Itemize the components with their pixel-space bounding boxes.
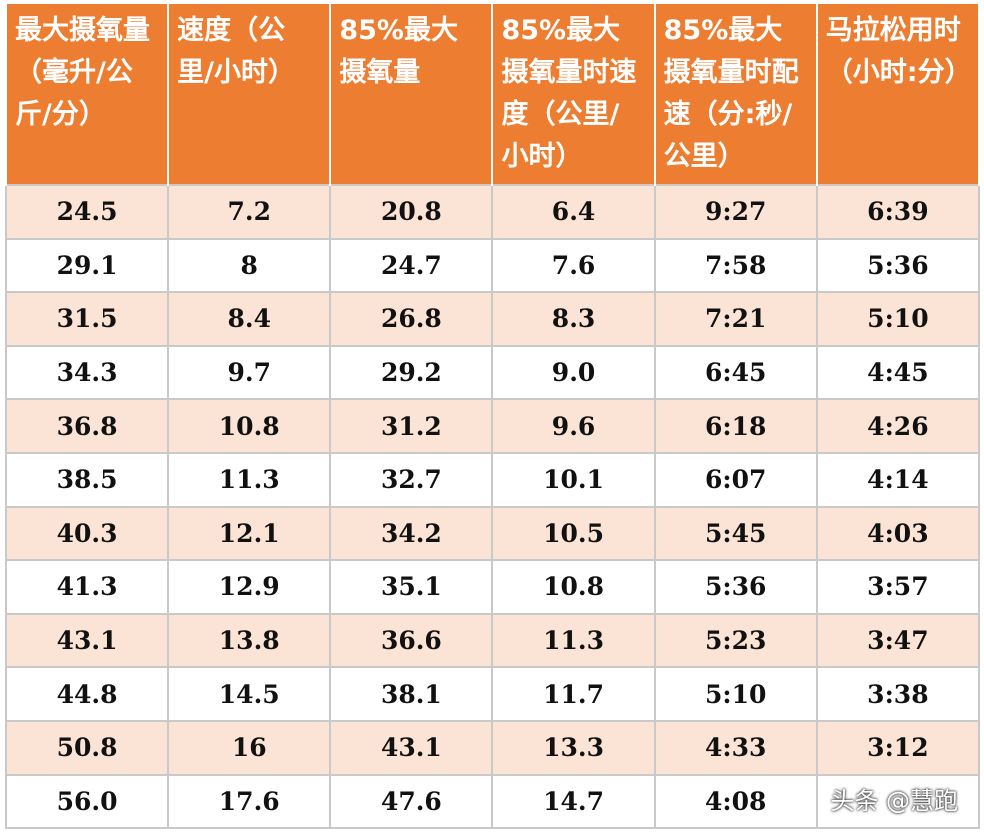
table-cell: 35.1	[329, 559, 494, 615]
table-row: 43.1 13.8 36.6 11.3 5:23 3:47	[4, 612, 981, 669]
table-cell: 7:58	[653, 237, 818, 294]
table-cell: 9.7	[167, 344, 332, 401]
table-cell: 47.6	[329, 773, 494, 830]
table-cell: 6:39	[815, 184, 981, 240]
column-header: 85%最大摄氧量	[329, 4, 494, 185]
table-cell: 10.1	[491, 451, 656, 508]
table-cell: 34.3	[4, 344, 170, 401]
table-cell: 14.7	[491, 773, 656, 830]
table-row: 29.1 8 24.7 7.6 7:58 5:36	[4, 237, 981, 294]
table-cell: 40.3	[4, 505, 170, 562]
table-cell: 43.1	[4, 612, 170, 669]
table-row: 31.5 8.4 26.8 8.3 7:21 5:10	[4, 291, 981, 347]
table-row: 44.8 14.5 38.1 11.7 5:10 3:38	[4, 666, 981, 722]
table-cell: 9:27	[653, 184, 818, 240]
table-cell: 5:36	[815, 237, 981, 294]
table-cell: 12.9	[167, 559, 332, 615]
table-row: 36.8 10.8 31.2 9.6 6:18 4:26	[4, 398, 981, 454]
table-row: 24.5 7.2 20.8 6.4 9:27 6:39	[4, 184, 981, 240]
table-cell: 12.1	[167, 505, 332, 562]
table-cell: 29.1	[4, 237, 170, 294]
data-table: 最大摄氧量（毫升/公斤/分） 速度（公里/小时） 85%最大摄氧量 85%最大摄氧量时…	[4, 4, 981, 830]
table-cell: 5:36	[653, 559, 818, 615]
table-cell: 29.2	[329, 344, 494, 401]
table-cell: 6:07	[653, 451, 818, 508]
table-cell: 4:33	[653, 719, 818, 776]
table-cell: 10.8	[167, 398, 332, 454]
table-cell: 7:21	[653, 291, 818, 347]
table-cell: 5:45	[653, 505, 818, 562]
table-cell: 3:12	[815, 719, 981, 776]
table-header: 最大摄氧量（毫升/公斤/分） 速度（公里/小时） 85%最大摄氧量 85%最大摄氧量时…	[4, 4, 981, 185]
table-cell: 31.2	[329, 398, 494, 454]
watermark: 头条 @慧跑	[830, 787, 958, 815]
table-row: 34.3 9.7 29.2 9.0 6:45 4:45	[4, 344, 981, 401]
table-row: 50.8 16 43.1 13.3 4:33 3:12	[4, 719, 981, 776]
column-header: 最大摄氧量（毫升/公斤/分）	[4, 4, 170, 185]
table-cell: 32.7	[329, 451, 494, 508]
table-row: 38.5 11.3 32.7 10.1 6:07 4:14	[4, 451, 981, 508]
table-body: 24.5 7.2 20.8 6.4 9:27 6:39 29.1 8 24.7 7.6 7:58 5:…	[4, 184, 981, 830]
table-cell: 38.5	[4, 451, 170, 508]
table-cell: 41.3	[4, 559, 170, 615]
table-cell: 6.4	[491, 184, 656, 240]
table-cell: 4:03	[815, 505, 981, 562]
table-row: 41.3 12.9 35.1 10.8 5:36 3:57	[4, 559, 981, 615]
table-cell: 38.1	[329, 666, 494, 722]
table-cell: 8.4	[167, 291, 332, 347]
column-header: 85%最大摄氧量时配速（分:秒/公里）	[653, 4, 818, 185]
table-cell: 56.0	[4, 773, 170, 830]
table-cell: 24.5	[4, 184, 170, 240]
table-cell: 7.6	[491, 237, 656, 294]
table-cell: 6:18	[653, 398, 818, 454]
table-cell: 50.8	[4, 719, 170, 776]
table-cell: 5:10	[653, 666, 818, 722]
table-cell: 8	[167, 237, 332, 294]
table-cell: 9.6	[491, 398, 656, 454]
table-cell: 44.8	[4, 666, 170, 722]
table-cell: 11.3	[491, 612, 656, 669]
table-cell: 20.8	[329, 184, 494, 240]
table-cell: 13.3	[491, 719, 656, 776]
table-cell: 43.1	[329, 719, 494, 776]
table-cell: 24.7	[329, 237, 494, 294]
table-cell: 34.2	[329, 505, 494, 562]
table-cell: 11.7	[491, 666, 656, 722]
table-cell: 3:38	[815, 666, 981, 722]
table-cell: 5:23	[653, 612, 818, 669]
column-header: 85%最大摄氧量时速度（公里/小时）	[491, 4, 656, 185]
table-cell: 4:26	[815, 398, 981, 454]
table-cell: 36.8	[4, 398, 170, 454]
table-cell: 4:45	[815, 344, 981, 401]
table-cell: 5:10	[815, 291, 981, 347]
table-cell: 31.5	[4, 291, 170, 347]
table-cell: 8.3	[491, 291, 656, 347]
table-cell: 11.3	[167, 451, 332, 508]
table-cell: 17.6	[167, 773, 332, 830]
table-cell: 6:45	[653, 344, 818, 401]
table-cell: 4:14	[815, 451, 981, 508]
table-cell: 9.0	[491, 344, 656, 401]
table-cell: 13.8	[167, 612, 332, 669]
table-cell: 10.5	[491, 505, 656, 562]
table-cell	[815, 773, 981, 830]
header-row: 最大摄氧量（毫升/公斤/分） 速度（公里/小时） 85%最大摄氧量 85%最大摄氧量时…	[4, 4, 981, 185]
table-cell: 36.6	[329, 612, 494, 669]
table-cell: 14.5	[167, 666, 332, 722]
column-header: 马拉松用时（小时:分）	[815, 4, 981, 185]
table-cell: 26.8	[329, 291, 494, 347]
table-cell: 16	[167, 719, 332, 776]
table-row: 56.0 17.6 47.6 14.7 4:08	[4, 773, 981, 830]
table-cell: 3:47	[815, 612, 981, 669]
column-header: 速度（公里/小时）	[167, 4, 332, 185]
table-cell: 10.8	[491, 559, 656, 615]
table-row: 40.3 12.1 34.2 10.5 5:45 4:03	[4, 505, 981, 562]
table-cell: 3:57	[815, 559, 981, 615]
table-cell: 4:08	[653, 773, 818, 830]
table-cell: 7.2	[167, 184, 332, 240]
